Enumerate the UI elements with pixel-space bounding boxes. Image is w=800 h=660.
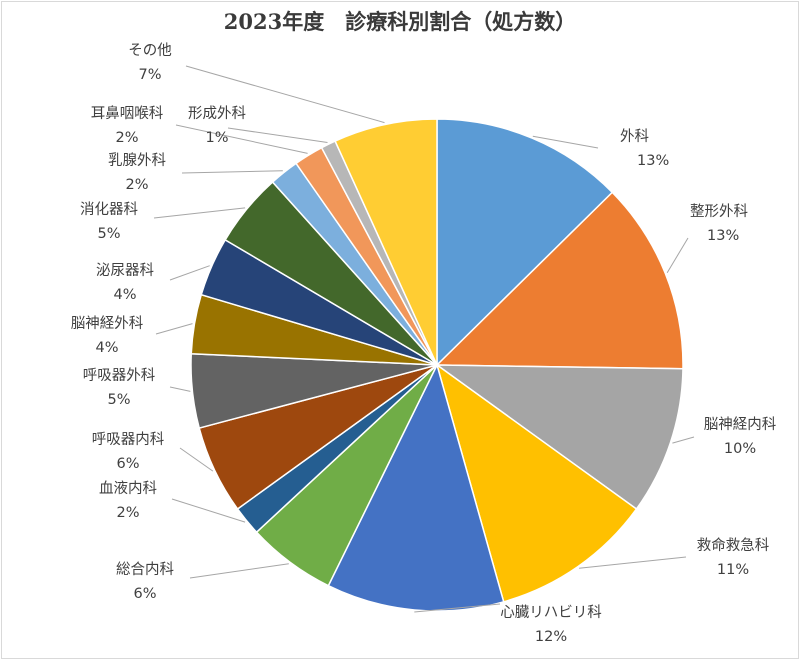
pie-slice [435, 191, 684, 370]
leader-line [185, 65, 385, 124]
leader-line [169, 265, 210, 281]
leader-line [189, 563, 289, 579]
slice-category-label: 総合内科 [116, 561, 174, 578]
slice-value-label: 2% [116, 505, 139, 521]
slice-category-label: 乳腺外科 [108, 152, 166, 169]
leader-line [579, 556, 687, 569]
slice-category-label: 形成外科 [188, 105, 246, 122]
slice-category-label: 消化器科 [80, 201, 138, 218]
leader-line [171, 498, 246, 523]
slice-value-label: 7% [138, 67, 161, 83]
chart-title: 2023年度 診療科別割合（処方数） [223, 9, 577, 34]
slice-category-label: 血液内科 [99, 480, 157, 497]
leader-line [179, 447, 214, 472]
leader-line [666, 237, 689, 273]
pie-slice [434, 364, 684, 511]
slice-value-label: 13% [637, 153, 669, 169]
slice-value-label: 6% [133, 586, 156, 602]
slice-category-label: その他 [128, 42, 172, 59]
leader-line [175, 124, 308, 154]
slice-category-label: 脳神経内科 [704, 416, 777, 433]
slice-value-label: 1% [205, 130, 228, 146]
slice-value-label: 4% [113, 287, 136, 303]
slice-value-label: 4% [95, 340, 118, 356]
slice-value-label: 11% [717, 562, 749, 578]
slice-value-label: 2% [125, 177, 148, 193]
leader-line [672, 436, 695, 444]
leader-line [153, 207, 246, 219]
slice-value-label: 5% [107, 392, 130, 408]
slice-category-label: 救命救急科 [697, 536, 770, 554]
leader-line [414, 603, 501, 613]
slice-value-label: 6% [116, 456, 139, 472]
slice-category-label: 泌尿器科 [96, 262, 154, 279]
slice-value-label: 13% [707, 228, 739, 244]
pie-slice [435, 363, 638, 603]
slice-value-label: 5% [97, 226, 120, 242]
slice-category-label: 呼吸器外科 [83, 367, 156, 384]
slice-value-label: 10% [724, 441, 756, 457]
leader-line [169, 386, 191, 392]
slice-category-label: 整形外科 [690, 203, 748, 220]
slice-category-label: 心臓リハビリ科 [500, 604, 602, 621]
leader-line [181, 170, 283, 174]
slice-category-label: 脳神経外科 [71, 315, 144, 332]
slice-value-label: 12% [535, 629, 567, 645]
leader-line [532, 135, 599, 149]
slice-category-label: 耳鼻咽喉科 [91, 105, 164, 122]
leader-line [227, 127, 328, 143]
leader-line [155, 323, 193, 335]
slice-value-label: 2% [115, 130, 138, 146]
pie-slice [334, 118, 438, 366]
pie-slice [436, 118, 614, 367]
slice-category-label: 呼吸器内科 [92, 431, 165, 448]
slice-category-label: 外科 [620, 128, 649, 145]
